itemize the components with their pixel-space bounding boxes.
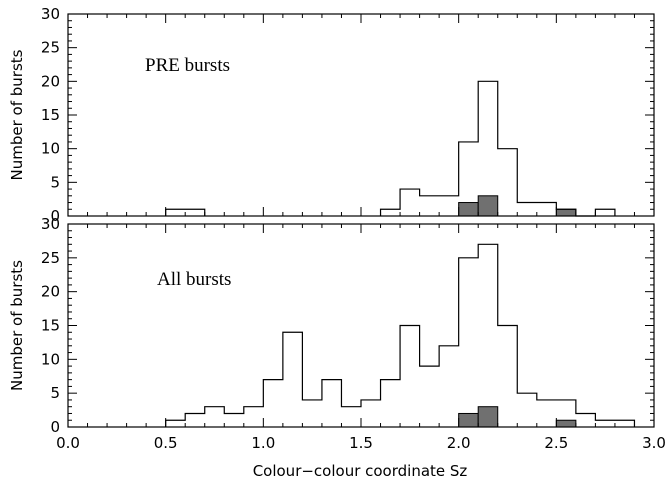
y-tick-label: 15 (41, 106, 60, 124)
filled-bar (555, 419, 577, 428)
filled-bar (458, 412, 479, 428)
filled-bar (477, 406, 499, 428)
y-tick-label: 0 (50, 207, 60, 225)
y-axis-label: Number of bursts (8, 260, 26, 391)
x-tick-label: 0.0 (56, 434, 80, 452)
pre-bursts-panel: 0 5 10 15 20 25 30 Number of bursts PRE bursts (8, 5, 655, 225)
filled-bar (458, 202, 479, 217)
y-tick-label: 5 (50, 384, 60, 402)
x-tick-label: 2.0 (447, 434, 471, 452)
y-tick-label: 0 (50, 418, 60, 436)
filled-bar (555, 208, 577, 217)
filled-bar (477, 195, 499, 217)
x-tick-label: 3.0 (642, 434, 666, 452)
panel-title: PRE bursts (145, 55, 230, 76)
y-axis-label: Number of bursts (8, 49, 26, 180)
y-tick-label: 10 (41, 140, 60, 158)
y-tick-label: 25 (41, 39, 60, 57)
histogram-outline (165, 243, 636, 427)
x-tick-label: 2.5 (544, 434, 568, 452)
plot-frame (67, 13, 655, 217)
x-tick-label: 1.0 (251, 434, 275, 452)
y-tick-label: 20 (41, 72, 60, 90)
all-bursts-panel: 0 5 10 15 20 25 30 0.0 0.5 1.0 1.5 2.0 2.5 3.0 Number … (8, 215, 666, 452)
plot-frame (67, 223, 655, 428)
y-tick-label: 15 (41, 317, 60, 335)
y-tick-label: 25 (41, 249, 60, 267)
x-axis-label: Colour−colour coordinate Sz (253, 462, 468, 480)
y-tick-label: 5 (50, 173, 60, 191)
x-tick-label: 1.5 (349, 434, 373, 452)
x-tick-label: 0.5 (154, 434, 178, 452)
histogram-outline (165, 80, 616, 217)
y-tick-label: 20 (41, 283, 60, 301)
y-tick-label: 30 (41, 215, 60, 233)
y-tick-label: 10 (41, 350, 60, 368)
y-tick-label: 30 (41, 5, 60, 23)
panel-title: All bursts (157, 269, 231, 290)
